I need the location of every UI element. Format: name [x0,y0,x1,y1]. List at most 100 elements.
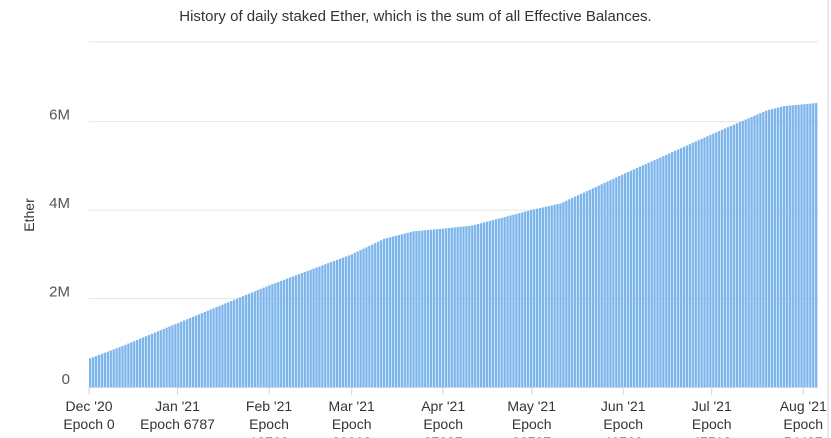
bar[interactable] [568,199,571,387]
bar[interactable] [785,105,789,387]
bar[interactable] [374,243,377,387]
bar[interactable] [477,224,480,387]
bar[interactable] [221,304,224,387]
bar[interactable] [312,268,315,387]
bar[interactable] [89,358,92,387]
bar[interactable] [694,141,697,387]
bar[interactable] [197,314,201,387]
bar[interactable] [494,219,497,387]
bar[interactable] [435,229,439,387]
bar[interactable] [468,225,471,387]
bar[interactable] [353,252,356,387]
bar[interactable] [230,301,233,387]
bar[interactable] [247,293,251,387]
bar[interactable] [497,218,500,387]
bar[interactable] [485,221,489,387]
bar[interactable] [382,238,386,387]
bar[interactable] [618,176,621,387]
bar[interactable] [262,287,265,387]
bar[interactable] [538,208,542,387]
bar[interactable] [271,284,274,387]
bar[interactable] [773,108,777,387]
bar[interactable] [541,207,545,387]
bar[interactable] [691,142,694,387]
bar[interactable] [165,327,168,387]
bar[interactable] [576,195,580,387]
bar[interactable] [91,357,95,387]
bar[interactable] [409,232,412,387]
bar[interactable] [668,153,671,387]
bar[interactable] [500,217,503,387]
bar[interactable] [600,184,603,387]
bar[interactable] [723,128,727,388]
bar[interactable] [121,345,124,387]
bar[interactable] [529,210,533,387]
bar[interactable] [729,125,733,388]
bar[interactable] [797,104,800,387]
bar[interactable] [309,269,312,387]
bar[interactable] [212,308,215,387]
bar[interactable] [350,254,353,387]
bar[interactable] [150,333,154,387]
bar[interactable] [377,241,380,387]
bar[interactable] [482,222,486,387]
bar[interactable] [685,145,689,388]
bar[interactable] [153,332,157,387]
bar[interactable] [659,157,662,387]
bar[interactable] [330,262,333,387]
bar[interactable] [159,330,162,387]
bar[interactable] [679,148,683,387]
bar[interactable] [335,259,339,387]
bar[interactable] [715,132,718,387]
bar[interactable] [673,150,677,387]
bar[interactable] [280,280,283,387]
bar[interactable] [109,350,112,387]
bar[interactable] [321,265,324,387]
bar[interactable] [362,248,365,387]
bar[interactable] [253,291,256,387]
bar[interactable] [653,160,656,387]
bar[interactable] [644,164,647,387]
bar[interactable] [626,172,630,387]
bar[interactable] [526,210,530,387]
bar[interactable] [623,173,627,387]
bar[interactable] [227,302,230,387]
bar[interactable] [112,349,115,387]
bar[interactable] [188,318,192,387]
bar[interactable] [118,347,121,387]
bar[interactable] [621,174,624,387]
bar[interactable] [662,156,665,387]
bar[interactable] [453,227,456,387]
bar[interactable] [650,161,653,387]
bar[interactable] [238,297,242,387]
bar[interactable] [294,275,298,387]
bar[interactable] [812,103,815,387]
bar[interactable] [744,119,747,388]
bar[interactable] [582,192,586,387]
bar[interactable] [553,204,556,387]
bar[interactable] [268,285,271,387]
bar[interactable] [703,137,706,387]
bar[interactable] [491,220,495,387]
bar[interactable] [756,114,759,388]
bar[interactable] [721,129,724,387]
bar[interactable] [241,296,245,387]
bar[interactable] [474,224,477,387]
bar[interactable] [765,110,768,387]
bar[interactable] [521,212,524,387]
bar[interactable] [591,188,594,387]
bar[interactable] [418,230,421,387]
bar[interactable] [341,257,345,388]
bar[interactable] [532,209,536,387]
bar[interactable] [283,279,286,387]
bar[interactable] [471,225,474,387]
bar[interactable] [368,245,371,387]
bar[interactable] [141,337,145,387]
bar[interactable] [706,136,709,387]
bar[interactable] [429,229,433,387]
bar[interactable] [218,305,221,387]
bar[interactable] [524,211,527,388]
bar[interactable] [244,294,248,387]
bar[interactable] [168,326,171,387]
bar[interactable] [103,352,107,387]
